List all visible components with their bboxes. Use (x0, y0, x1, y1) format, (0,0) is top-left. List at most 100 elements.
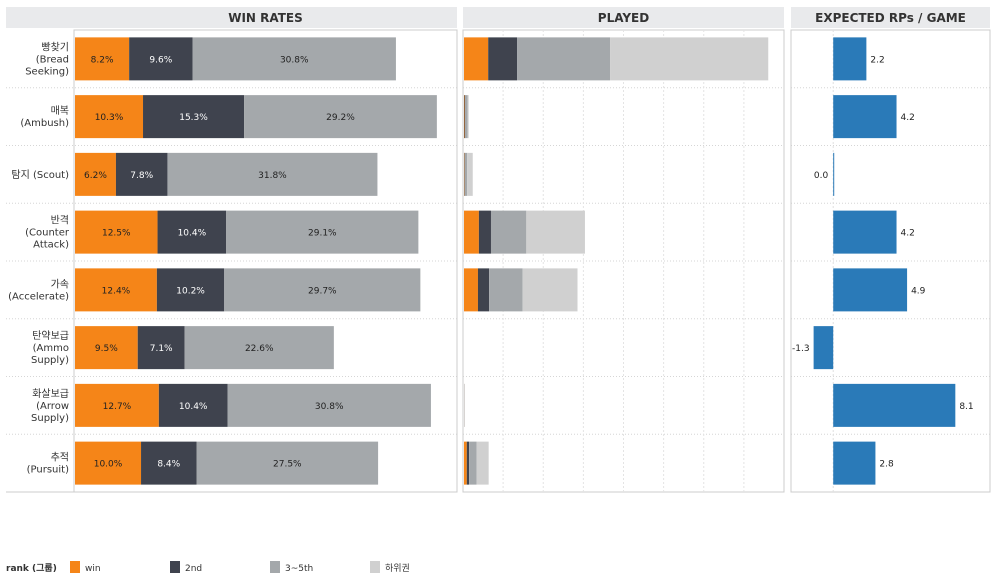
winrate-bar-label: 10.4% (178, 229, 207, 239)
winrate-bar-3~5th (224, 268, 421, 312)
played-bar-3~5th (517, 37, 611, 81)
winrate-bar-3~5th (244, 95, 437, 139)
marks-layer: 8.2% 9.6% 30.8% 10.3% 15.3% 29.2% 6.2% 7.8% 31.8… (75, 30, 974, 492)
category-label-line: (Bread (36, 54, 69, 65)
winrate-bar-3~5th (226, 210, 419, 254)
category-label-line: (Ammo (33, 343, 69, 354)
category-label-line: 빵찾기 (41, 41, 69, 53)
winrate-bar-2nd (137, 326, 185, 370)
winrate-bar-label: 10.4% (179, 402, 208, 412)
category-label-line: 추적 (51, 452, 69, 464)
winrate-bar-label: 10.3% (95, 113, 124, 123)
rp-bar-label: 4.9 (911, 286, 926, 296)
rp-bar-label: 8.1 (959, 402, 973, 412)
winrate-bar-label: 10.2% (176, 286, 205, 296)
category-label: 매복 (Ambush) (20, 105, 69, 129)
played-bar-하위권 (476, 441, 489, 485)
winrate-bar-label: 7.1% (150, 344, 173, 354)
legend-label: win (85, 564, 101, 574)
category-label-line: Supply) (31, 355, 69, 366)
winrate-bar-3~5th (192, 37, 396, 81)
rp-bar (813, 326, 834, 370)
winrate-bar-label: 27.5% (273, 460, 302, 470)
played-bar-하위권 (526, 210, 585, 254)
category-label-line: Attack) (33, 240, 69, 251)
legend-label: 하위권 (385, 562, 410, 574)
category-label: 탄약보급 (Ammo Supply) (31, 330, 69, 366)
winrate-bar-2nd (129, 37, 193, 81)
played-bar-2nd (477, 268, 490, 312)
winrate-bar-2nd (158, 383, 228, 427)
winrate-bar-win (75, 210, 158, 254)
legend-label: 3~5th (285, 564, 313, 574)
legend-swatch-1 (170, 561, 180, 573)
winrate-bar-3~5th (196, 441, 379, 485)
winrate-bar-win (75, 268, 157, 312)
category-label-line: Seeking) (25, 66, 69, 77)
panel-frame (790, 29, 991, 493)
winrate-bar-label: 29.7% (308, 286, 337, 296)
played-bar-win (464, 441, 467, 485)
winrate-bar-label: 12.4% (102, 286, 131, 296)
played-bar-3~5th (465, 95, 468, 139)
winrate-bar-win (75, 95, 144, 139)
category-label: 반격 (Counter Attack) (25, 214, 70, 251)
winrate-bar-win (75, 441, 142, 485)
rp-bar-label: 4.2 (901, 229, 915, 239)
winrate-bar-label: 29.1% (308, 229, 337, 239)
category-label-line: (Ambush) (20, 118, 69, 129)
rp-bar-label: 0.0 (814, 171, 829, 181)
panel-title: EXPECTED RPs / GAME (815, 11, 966, 25)
played-bar-3~5th (464, 152, 468, 196)
played-bar-하위권 (610, 37, 769, 81)
legend-label: 2nd (185, 564, 202, 574)
played-bar-2nd (478, 210, 491, 254)
winrate-bar-2nd (141, 441, 197, 485)
panel-title: WIN RATES (228, 11, 303, 25)
category-label: 가속 (Accelerate) (8, 278, 69, 302)
category-label: 빵찾기 (Bread Seeking) (25, 41, 69, 77)
panel-header-bg (463, 7, 784, 28)
legend-swatch-0 (70, 561, 80, 573)
winrate-bar-label: 22.6% (245, 344, 274, 354)
played-bar-2nd (464, 95, 466, 139)
rp-bar-label: 4.2 (901, 113, 915, 123)
rp-bar (833, 441, 876, 485)
winrate-bar-3~5th (184, 326, 334, 370)
winrate-bar-label: 6.2% (84, 171, 107, 181)
legend-swatch-2 (270, 561, 280, 573)
winrate-bar-label: 7.8% (130, 171, 153, 181)
winrate-bar-label: 30.8% (280, 55, 309, 65)
category-label-line: Supply) (31, 413, 69, 424)
played-bar-하위권 (522, 268, 578, 312)
legend-title: rank (그룹) (6, 562, 57, 574)
category-label: 탐지 (Scout) (11, 169, 69, 181)
category-label-line: (Pursuit) (27, 465, 69, 476)
rp-bar (833, 210, 897, 254)
winrate-bar-2nd (157, 210, 227, 254)
played-bar-하위권 (467, 152, 473, 196)
winrate-bar-label: 15.3% (179, 113, 208, 123)
played-bar-하위권 (467, 95, 469, 139)
winrate-bar-2nd (156, 268, 225, 312)
played-bar-win (464, 210, 479, 254)
category-label-line: 가속 (51, 278, 69, 290)
winrate-bar-win (75, 152, 116, 196)
category-label-line: 탐지 (Scout) (11, 169, 69, 181)
panel-header-bg (791, 7, 990, 28)
played-bar-2nd (488, 37, 518, 81)
category-label-line: (Arrow (36, 401, 69, 412)
played-bar-3~5th (490, 210, 527, 254)
winrate-bar-label: 31.8% (258, 171, 287, 181)
rp-bar (833, 95, 897, 139)
category-label-line: 화살보급 (32, 388, 69, 400)
category-label-line: 매복 (51, 105, 69, 117)
winrate-bar-win (75, 326, 138, 370)
panels-layer: WIN RATES PLAYED EXPECTED RPs / GAME 빵찾기 (Br… (6, 7, 991, 493)
winrate-bar-label: 8.4% (157, 460, 180, 470)
rp-bar (833, 383, 956, 427)
winrate-bar-label: 9.6% (149, 55, 172, 65)
winrate-bar-2nd (115, 152, 168, 196)
winrate-bar-label: 12.7% (103, 402, 132, 412)
